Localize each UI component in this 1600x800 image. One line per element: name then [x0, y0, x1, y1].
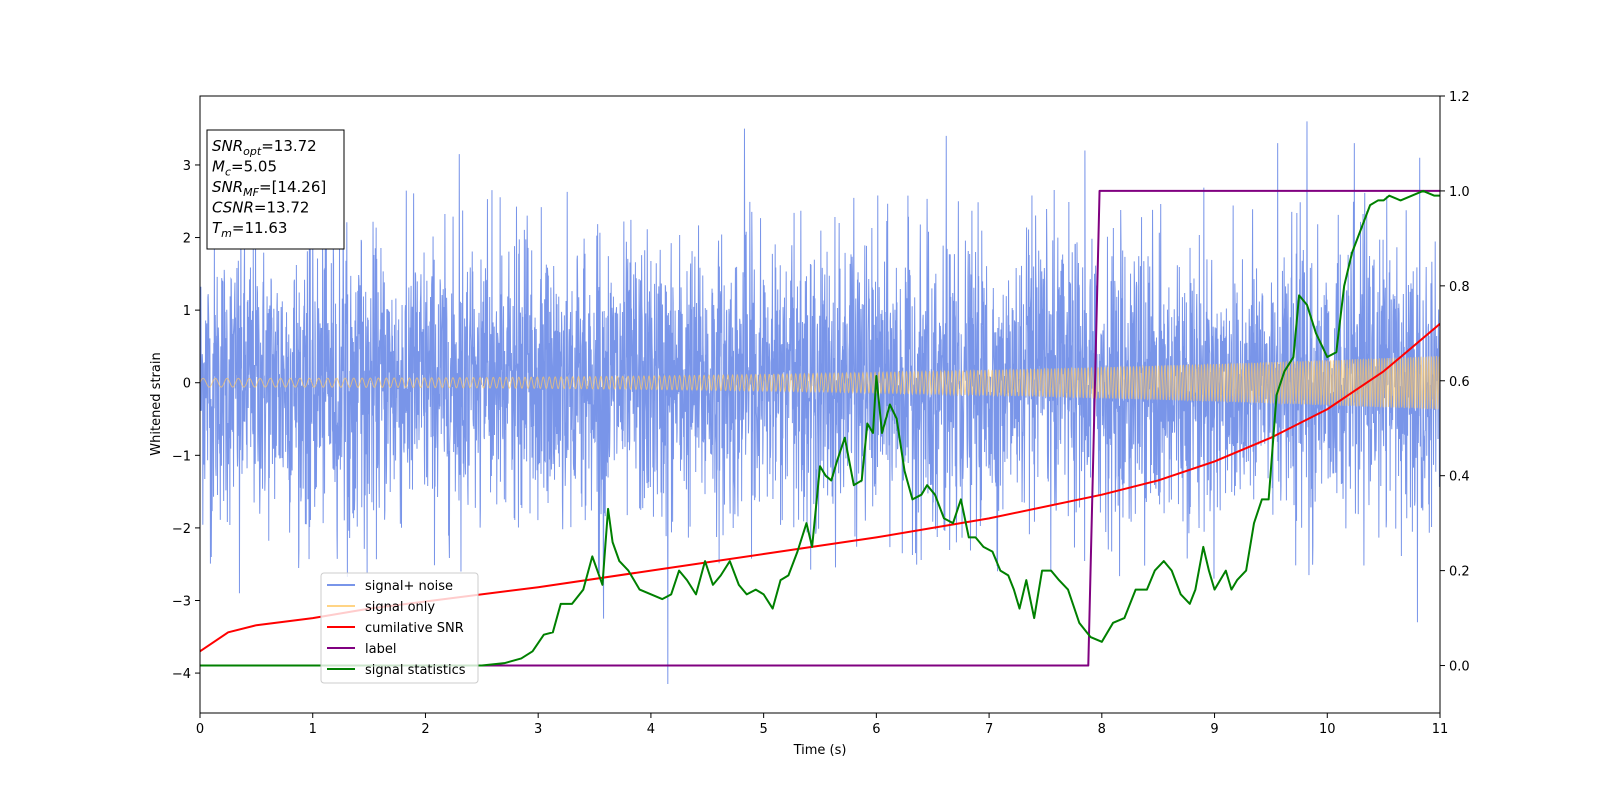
y2-tick-label: 1.2 — [1449, 90, 1470, 105]
signal-noise-series — [200, 121, 1440, 684]
y2-tick-label: 1.0 — [1449, 185, 1470, 200]
annotation-line: SNRMF=[14.26] — [212, 178, 326, 199]
y-tick-label: 2 — [183, 232, 191, 247]
annotation-frame — [206, 129, 345, 250]
y-tick-label: −4 — [172, 667, 191, 682]
plot-area — [200, 121, 1440, 684]
x-tick-label: 7 — [985, 722, 993, 737]
x-tick-label: 8 — [1098, 722, 1106, 737]
signal-only-line — [200, 355, 1440, 410]
x-tick-label: 0 — [196, 722, 204, 737]
cumilative-snr-line — [200, 323, 1440, 653]
x-tick-label: 10 — [1319, 722, 1336, 737]
x-tick-label: 4 — [647, 722, 655, 737]
legend-entry: cumilative SNR — [365, 621, 464, 636]
legend-entry: label — [365, 642, 396, 657]
x-tick-label: 1 — [309, 722, 317, 737]
x-tick-label: 3 — [534, 722, 542, 737]
y2-tick-label: 0.6 — [1449, 375, 1470, 390]
y-tick-label: −3 — [172, 594, 191, 609]
x-axis: 0 1 2 3 4 5 6 7 8 9 10 11 — [196, 713, 1448, 737]
signal-only-series — [200, 355, 1440, 410]
x-axis-label: Time (s) — [793, 743, 847, 758]
x-tick-label: 6 — [872, 722, 880, 737]
y-tick-label: −2 — [172, 522, 191, 537]
legend-entry: signal only — [365, 600, 435, 615]
stats-annotation-box: SNRopt=13.72Mc=5.05SNRMF=[14.26]CSNR=13.… — [206, 129, 345, 250]
annotation-line: Mc=5.05 — [212, 158, 277, 179]
legend-frame — [320, 572, 479, 684]
signal-noise-line — [200, 121, 1440, 684]
plot-frame — [199, 95, 1441, 714]
x-tick-label: 9 — [1210, 722, 1218, 737]
y2-tick-label: 0.8 — [1449, 280, 1470, 295]
x-tick-label: 5 — [759, 722, 767, 737]
signal-statistics-line — [200, 189, 1440, 667]
y-tick-label: −1 — [172, 449, 191, 464]
annotation-line: SNRopt=13.72 — [212, 137, 317, 158]
y-tick-label: 1 — [183, 304, 191, 319]
y-axis-label: Whitened strain — [149, 352, 164, 455]
legend-entry: signal statistics — [365, 663, 466, 678]
legend-entry: signal+ noise — [365, 579, 453, 594]
y-axis-right: 0.0 0.2 0.4 0.6 0.8 1.0 1.2 — [1440, 90, 1470, 675]
x-tick-label: 11 — [1432, 722, 1449, 737]
y2-tick-label: 0.4 — [1449, 470, 1470, 485]
y-axis-left: −4 −3 −2 −1 0 1 2 3 — [172, 159, 200, 682]
y-tick-label: 3 — [183, 159, 191, 174]
y-tick-label: 0 — [183, 377, 191, 392]
legend: signal+ noise signal only cumilative SNR la… — [320, 572, 479, 684]
right-axis-series — [200, 189, 1440, 667]
label-line — [200, 189, 1440, 667]
annotation-line: Tm=11.63 — [212, 219, 287, 240]
y2-tick-label: 0.0 — [1449, 660, 1470, 675]
y2-tick-label: 0.2 — [1449, 565, 1470, 580]
annotation-line: CSNR=13.72 — [212, 199, 309, 217]
x-tick-label: 2 — [421, 722, 429, 737]
